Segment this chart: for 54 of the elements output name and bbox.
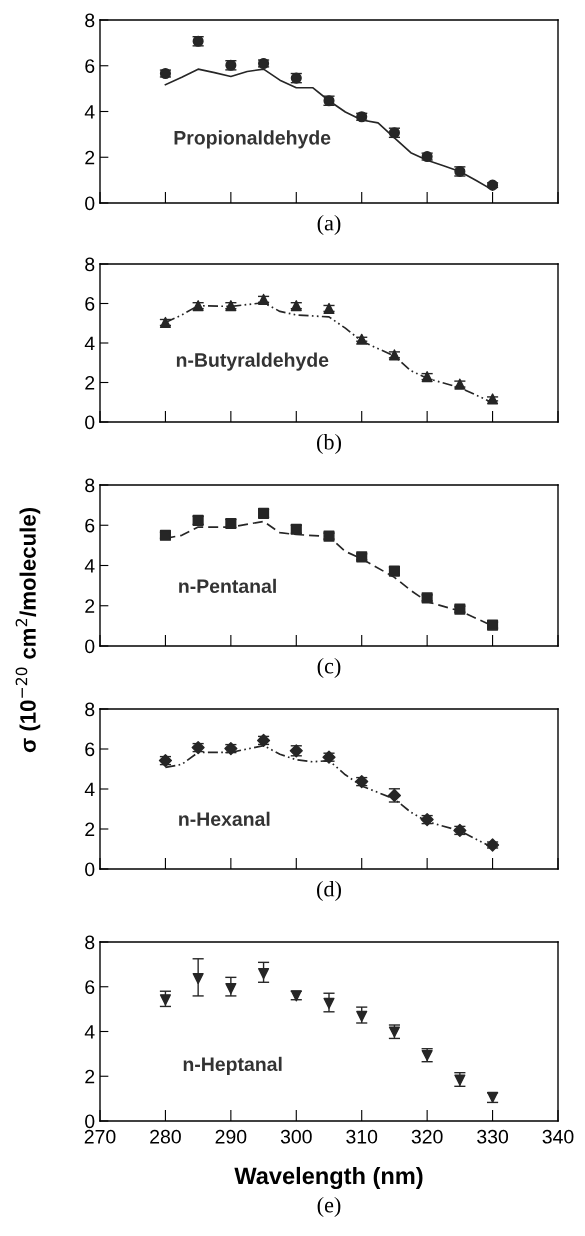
x-tick-label: 310 [346, 1129, 378, 1144]
y-tick-label: 0 [85, 196, 95, 211]
text: (a) [317, 214, 341, 236]
y-tick-label: 2 [85, 822, 95, 837]
x-tick-label: 270 [84, 1129, 116, 1144]
x-tick-label: 320 [411, 1129, 443, 1144]
y-tick-label: 4 [84, 559, 95, 573]
text: (d) [317, 880, 341, 902]
x-tick-label: 280 [150, 1129, 181, 1144]
y-tick-label: 4 [84, 105, 95, 119]
y-tick-label: 2 [85, 375, 95, 390]
y-tick-label: 4 [84, 1025, 95, 1039]
y-tick-label: 0 [85, 1114, 95, 1129]
y-tick-label: 2 [85, 1069, 95, 1084]
y-tick-label: 4 [84, 336, 95, 351]
y-tick-label: 6 [85, 518, 95, 533]
text: (b) [317, 433, 341, 455]
point [225, 982, 237, 995]
annotation: n-Heptanal [183, 1056, 282, 1075]
y-tick-label: 8 [85, 702, 95, 717]
y-tick-label: 0 [85, 639, 95, 654]
point [356, 1010, 368, 1022]
y-tick-label: 8 [85, 935, 95, 950]
y-tick-label: 8 [85, 257, 95, 272]
point [159, 994, 171, 1006]
y-tick-label: 6 [85, 980, 95, 994]
annotation: n-Pentanal [179, 578, 276, 594]
x-axis-title: Wavelength (nm) [234, 1166, 423, 1190]
annotation: n-Butyraldehyde [176, 352, 329, 371]
point [258, 507, 270, 519]
y-axis-title: σ (10$^{−20}$ cm$^{2}$/molecule) [15, 508, 41, 753]
y-tick-label: 4 [84, 782, 95, 797]
y-tick-label: 6 [85, 742, 95, 757]
x-tick-label: 300 [280, 1129, 312, 1144]
annotation: Propionaldehyde [174, 130, 331, 149]
y-tick-label: 2 [85, 599, 95, 613]
point [388, 565, 400, 577]
y-tick-label: 0 [85, 862, 95, 877]
y-tick-label: 6 [85, 59, 95, 73]
y-tick-label: 2 [85, 150, 95, 165]
x-tick-label: 290 [215, 1129, 247, 1144]
text: (e) [317, 1196, 341, 1218]
annotation: n-Hexanal [179, 811, 270, 826]
point [323, 997, 335, 1009]
y-tick-label: 6 [85, 296, 95, 311]
y-tick-label: 8 [85, 478, 95, 493]
point [258, 967, 270, 980]
x-tick-label: 330 [477, 1129, 509, 1144]
point [192, 972, 204, 985]
text: (c) [317, 657, 341, 679]
x-tick-label: 340 [542, 1129, 574, 1144]
y-tick-label: 0 [85, 415, 95, 430]
y-tick-label: 8 [85, 13, 95, 28]
point [356, 333, 368, 345]
